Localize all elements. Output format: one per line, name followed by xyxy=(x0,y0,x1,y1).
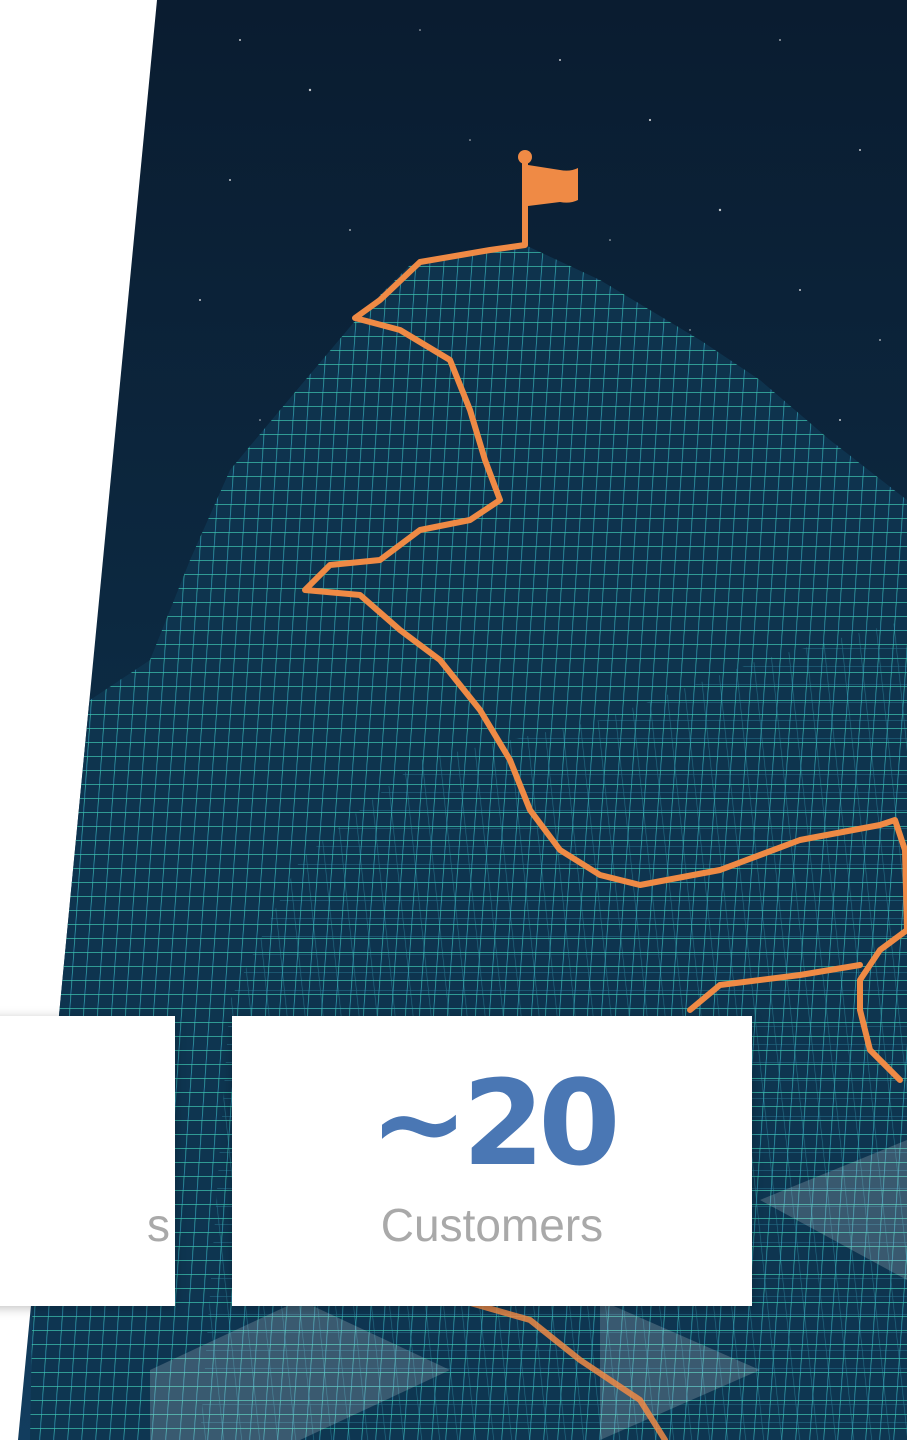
stat-card-customers: ~20 Customers xyxy=(232,1016,752,1306)
flag-icon xyxy=(518,150,578,245)
trail-path xyxy=(302,242,907,1083)
stat-value: ~20 xyxy=(369,1054,620,1192)
stars xyxy=(199,29,881,421)
stat-card-left: s xyxy=(0,1016,175,1306)
stat-label: s xyxy=(147,1199,170,1251)
stat-label: Customers xyxy=(380,1199,604,1251)
